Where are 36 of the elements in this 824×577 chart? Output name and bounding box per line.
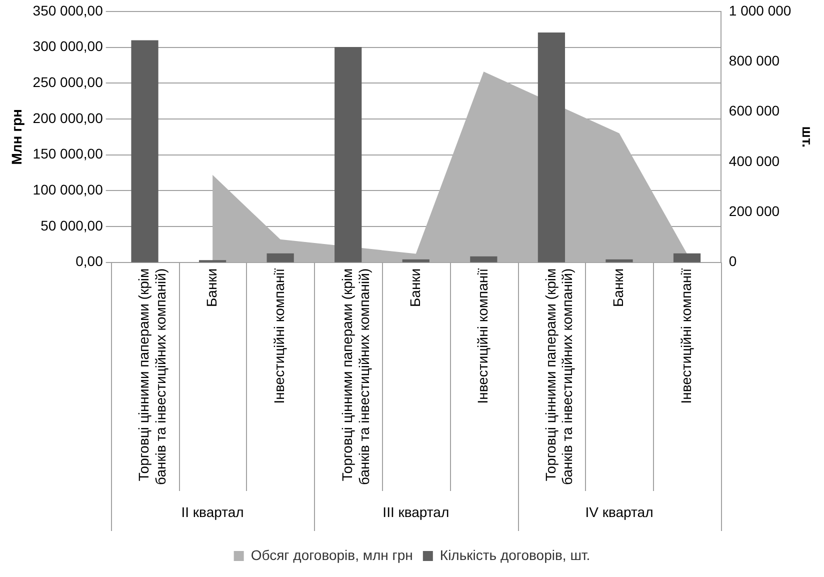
y2-tick-label: 1 000 000 (728, 2, 792, 18)
y-tick-label: 200 000,00 (32, 110, 104, 126)
text: II квартал (181, 504, 244, 520)
bar (673, 253, 701, 262)
x-tick-label: Торговці цінними паперами (крім банків та інвестиційних компаній) (338, 268, 372, 485)
bar (131, 40, 158, 262)
bar (266, 253, 294, 262)
y-tick-label: 150 000,00 (32, 146, 104, 162)
y-tick-label: 50 000,00 (40, 217, 104, 234)
x-tick-label: Банки (610, 268, 626, 308)
x-tick-label: Торговці цінними паперами (крім банків та інвестиційних компаній) (542, 268, 576, 485)
y-tick-label: 350 000,00 (32, 2, 104, 18)
y2-axis-title: шт. (800, 126, 816, 148)
legend-label: Кількість договорів, шт. (440, 546, 590, 563)
y2-tick-label: 0 (728, 253, 737, 270)
x-tick-label: Банки (406, 268, 423, 308)
y2-tick-label: 200 000 (728, 203, 780, 220)
x-tick-label: Торговці цінними паперами (крім банків та інвестиційних компаній) (136, 268, 168, 485)
y-tick-label: 100 000,00 (32, 182, 104, 198)
x-tick-label: Інвестиційні компанії (678, 268, 694, 404)
bar (470, 256, 498, 262)
x-tick-label: Банки (203, 268, 220, 308)
y2-tick-label: 400 000 (728, 152, 780, 169)
legend-label: Обсяг договорів, млн грн (250, 546, 413, 563)
y-tick-label: 0,00 (76, 253, 104, 270)
y-tick-label: 300 000,00 (32, 38, 104, 54)
x-tick-label: Інвестиційні компанії (271, 268, 288, 404)
text: III квартал (382, 504, 450, 520)
text: IV квартал (585, 504, 654, 520)
x-tick-label: Інвестиційні компанії (474, 268, 491, 404)
y2-tick-label: 800 000 (728, 52, 780, 68)
y2-tick-label: 600 000 (728, 102, 780, 119)
y-tick-label: 250 000,00 (32, 74, 104, 90)
bar (538, 32, 566, 262)
bar (334, 47, 362, 262)
y-axis-title: Млн грн (8, 109, 24, 165)
